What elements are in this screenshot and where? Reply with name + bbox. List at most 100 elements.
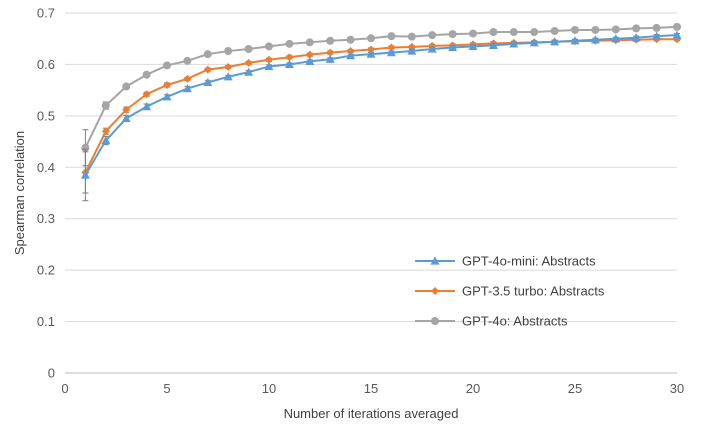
data-point	[652, 31, 662, 40]
data-point	[489, 28, 498, 37]
data-point	[203, 77, 213, 87]
data-point	[244, 67, 254, 76]
data-point	[264, 61, 274, 71]
legend-label: GPT-4o-mini: Abstracts	[462, 254, 596, 269]
data-point	[652, 23, 661, 32]
data-point	[570, 36, 580, 45]
x-tick-label: 15	[364, 381, 378, 396]
x-tick-label: 20	[466, 381, 480, 396]
data-point	[223, 72, 233, 81]
data-point	[673, 22, 681, 31]
data-point	[631, 33, 641, 42]
data-point	[163, 81, 171, 89]
x-tick-label: 30	[670, 381, 684, 396]
data-point	[162, 92, 172, 101]
data-point	[284, 59, 294, 69]
data-point	[672, 30, 682, 39]
data-point	[101, 136, 111, 145]
series-0	[80, 30, 682, 202]
data-point	[407, 32, 416, 41]
data-point	[550, 27, 559, 35]
data-point	[387, 43, 396, 52]
y-tick-labels: 0 0.1 0.2 0.3 0.4 0.5 0.6 0.7	[37, 6, 55, 381]
data-point	[367, 34, 375, 43]
data-point	[448, 30, 457, 39]
data-point	[590, 35, 600, 44]
y-tick-label: 0.1	[37, 314, 55, 329]
data-point	[305, 56, 315, 65]
data-point	[427, 44, 437, 53]
data-point	[346, 51, 356, 60]
y-tick-label: 0.2	[37, 263, 55, 278]
data-point	[611, 34, 621, 43]
data-point	[326, 48, 335, 57]
data-point	[265, 42, 273, 51]
x-tick-labels: 0 5 10 15 20 25 30	[61, 381, 684, 396]
data-point	[122, 82, 131, 91]
data-point	[367, 45, 375, 54]
data-point	[488, 40, 498, 49]
legend-marker	[431, 287, 439, 295]
series-2	[81, 22, 681, 167]
data-point	[305, 50, 314, 59]
data-point	[224, 63, 233, 71]
data-point	[183, 56, 192, 65]
data-point	[387, 32, 396, 41]
data-point	[183, 74, 192, 83]
y-tick-label: 0.6	[37, 57, 55, 72]
data-point	[448, 42, 458, 52]
legend: GPT-4o-mini: Abstracts GPT-3.5 turbo: Abs…	[415, 254, 605, 329]
data-point	[529, 38, 539, 47]
data-point	[550, 37, 560, 46]
data-point	[530, 28, 539, 37]
data-point	[509, 28, 518, 37]
x-tick-label: 25	[568, 381, 582, 396]
data-point	[265, 55, 273, 64]
data-point	[244, 45, 253, 53]
y-tick-label: 0.4	[37, 160, 55, 175]
y-tick-label: 0.3	[37, 211, 55, 226]
data-point	[182, 84, 192, 93]
x-axis-title: Number of iterations averaged	[284, 406, 459, 421]
series-1	[81, 35, 681, 194]
data-point	[285, 39, 294, 48]
x-tick-label: 0	[61, 381, 68, 396]
data-point	[325, 54, 335, 63]
data-point	[244, 58, 253, 67]
data-point	[591, 25, 600, 34]
data-point	[224, 47, 233, 56]
data-point	[80, 170, 90, 179]
data-point	[632, 24, 641, 33]
legend-label: GPT-4o: Abstracts	[462, 314, 568, 329]
x-tick-label: 10	[262, 381, 276, 396]
data-point	[468, 41, 478, 51]
data-point	[163, 61, 171, 70]
data-point	[346, 35, 355, 44]
gridlines	[65, 12, 677, 323]
series-line	[84, 34, 678, 176]
legend-marker	[431, 317, 439, 325]
legend-marker	[430, 256, 440, 265]
y-axis-title: Spearman correlation	[12, 131, 27, 255]
y-tick-label: 0	[48, 366, 55, 381]
legend-item: GPT-3.5 turbo: Abstracts	[415, 284, 605, 299]
data-point	[122, 105, 131, 114]
data-point	[509, 39, 519, 48]
data-point	[386, 48, 396, 57]
data-point	[203, 65, 212, 74]
data-point	[101, 101, 110, 110]
data-point	[101, 127, 110, 136]
data-point	[142, 70, 151, 79]
data-point	[428, 31, 437, 40]
data-point	[121, 113, 131, 123]
data-point	[407, 46, 417, 55]
series-line	[84, 38, 677, 173]
data-point	[611, 25, 620, 34]
data-point	[469, 29, 477, 38]
data-point	[346, 47, 355, 56]
series-group	[80, 22, 682, 202]
data-point	[571, 25, 579, 34]
y-tick-label: 0.5	[37, 108, 55, 123]
legend-item: GPT-4o-mini: Abstracts	[415, 254, 596, 269]
